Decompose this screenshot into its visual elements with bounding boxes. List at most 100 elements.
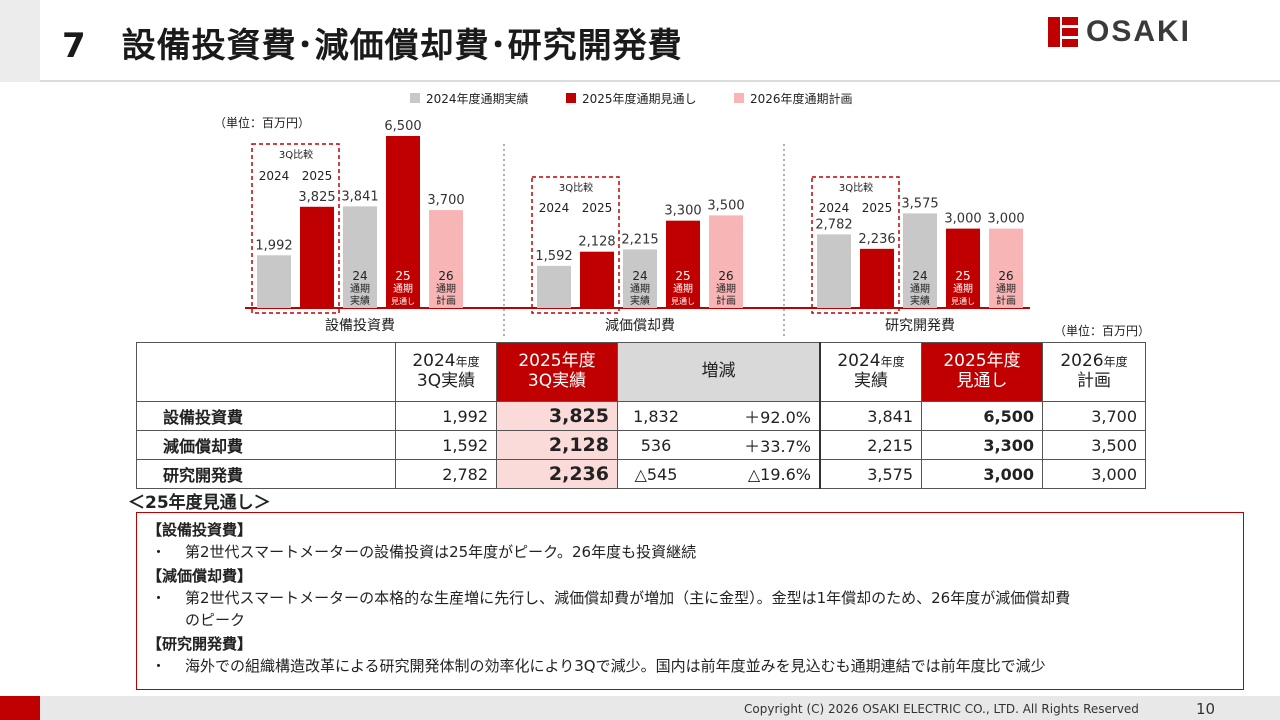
bar-fy2025: [666, 220, 700, 308]
bar-fy2024: [623, 249, 657, 308]
section-body-rnd: ・ 海外での組織構造改革による研究開発体制の効率化により3Qで減少。国内は前年度…: [147, 655, 1233, 677]
row-label: 減価償却費: [136, 430, 396, 460]
legend-swatch: [734, 93, 744, 103]
cell-fy2026: 3,000: [1042, 459, 1146, 489]
table-row: 減価償却費 1,592 2,128 536 ＋33.7% 2,215 3,300…: [136, 430, 1146, 460]
cell-diff: 536: [616, 430, 702, 460]
logo-text: OSAKI: [1086, 15, 1192, 48]
cell-fy2025: 6,500: [921, 401, 1043, 431]
legend-label: 2024年度通期実績: [426, 91, 529, 106]
osaki-logo-icon: [1048, 17, 1078, 47]
section-head-capex: 【設備投資費】: [147, 521, 253, 539]
compare-box: [531, 176, 620, 314]
data-label: 3,700: [427, 193, 464, 208]
page-number: 10: [1196, 700, 1216, 718]
group-label: 設備投資費: [325, 318, 395, 334]
footer-accent: [0, 696, 40, 720]
bar-q3_2024: [817, 234, 851, 308]
bar-q3_2025: [580, 251, 614, 308]
cell-fy2026: 3,500: [1042, 430, 1146, 460]
bar-fy2026: [989, 228, 1023, 308]
compare-box: [811, 176, 900, 314]
cell-diff: 1,832: [616, 401, 702, 431]
bar-inner-label: 通期: [910, 283, 930, 295]
data-label: 3,300: [664, 204, 701, 219]
data-label: 6,500: [384, 119, 421, 134]
bar-inner-label: 実績: [350, 294, 370, 307]
compare-year-2024: 2024: [259, 169, 290, 183]
data-label: 2,128: [578, 235, 615, 250]
header-blank: [136, 342, 396, 402]
table-row: 研究開発費 2,782 2,236 △545 △19.6% 3,575 3,00…: [136, 459, 1146, 489]
bar-fy2024: [343, 206, 377, 308]
table-row: 設備投資費 1,992 3,825 1,832 ＋92.0% 3,841 6,5…: [136, 401, 1146, 431]
bar-inner-label: 見通し: [671, 296, 695, 306]
compare-year-2024: 2024: [539, 201, 570, 215]
bar-inner-label: 24: [632, 269, 647, 283]
data-label: 3,500: [707, 198, 744, 213]
header-fy2025: 2025年度 見通し: [921, 342, 1043, 402]
header-fy2026: 2026年度 計画: [1042, 342, 1146, 402]
cell-fy2024: 3,575: [819, 459, 922, 489]
bar-inner-label: 見通し: [391, 296, 415, 306]
bar-inner-label: 通期: [436, 283, 456, 295]
bar-inner-label: 25: [955, 269, 970, 283]
compare-year-2024: 2024: [819, 201, 850, 215]
cell-q3-2024: 1,592: [395, 430, 497, 460]
compare-label: 3Q比較: [559, 181, 593, 194]
compare-year-2025: 2025: [862, 201, 893, 215]
bar-q3_2024: [537, 265, 571, 308]
data-label: 3,841: [341, 189, 378, 204]
bar-inner-label: 26: [998, 269, 1013, 283]
bar-fy2025: [946, 228, 980, 308]
cell-fy2026: 3,700: [1042, 401, 1146, 431]
bullet: ・: [151, 543, 167, 561]
legend-swatch: [410, 93, 420, 103]
bar-inner-label: 通期: [393, 283, 413, 295]
bar-inner-label: 見通し: [951, 296, 975, 306]
compare-year-2025: 2025: [302, 169, 333, 183]
row-label: 設備投資費: [136, 401, 396, 431]
bar-q3_2024: [257, 255, 291, 308]
header-fy2024: 2024年度 実績: [819, 342, 922, 402]
legend-label: 2026年度通期計画: [750, 91, 853, 106]
header-q3-2024: 2024年度 3Q実績: [395, 342, 497, 402]
bar-inner-label: 通期: [630, 283, 650, 295]
bar-fy2025: [386, 136, 420, 308]
copyright: Copyright (C) 2026 OSAKI ELECTRIC CO., L…: [744, 702, 1139, 716]
cell-pct: △19.6%: [701, 459, 821, 489]
body-line: 海外での組織構造改革による研究開発体制の効率化により3Qで減少。国内は前年度並み…: [185, 657, 1046, 675]
chart-legend: 2024年度通期実績 2025年度通期見通し 2026年度通期計画: [410, 91, 853, 106]
header-q3-2025: 2025年度 3Q実績: [496, 342, 618, 402]
bar-fy2024: [903, 213, 937, 308]
data-label: 2,782: [815, 217, 852, 232]
cell-q3-2025: 3,825: [496, 401, 618, 431]
bar-inner-label: 実績: [630, 294, 650, 307]
company-logo: OSAKI: [1048, 14, 1191, 50]
summary-table: 2024年度 3Q実績 2025年度 3Q実績 増減 2024年度 実績 2025年度…: [136, 342, 1146, 489]
bar-inner-label: 通期: [716, 283, 736, 295]
body-line: 第2世代スマートメーターの設備投資は25年度がピーク。26年度も投資継続: [185, 543, 697, 561]
bar-inner-label: 26: [438, 269, 453, 283]
cell-diff: △545: [616, 459, 702, 489]
data-label: 2,215: [621, 232, 658, 247]
row-label: 研究開発費: [136, 459, 396, 489]
bar-q3_2025: [860, 248, 894, 308]
table-unit-label: （単位：百万円）: [1054, 324, 1151, 338]
bar-inner-label: 通期: [953, 283, 973, 295]
section-body-depreciation: ・ 第2世代スマートメーターの本格的な生産増に先行し、減価償却費が増加（主に金型…: [147, 587, 1233, 631]
page-title: 7 設備投資費･減価償却費･研究開発費: [62, 26, 683, 66]
bullet: ・: [151, 657, 167, 675]
bar-chart: 2024年度通期実績 2025年度通期見通し 2026年度通期計画 （単位：百万円）…: [214, 91, 1030, 336]
group-label: 減価償却費: [605, 317, 675, 334]
bar-fy2026: [429, 210, 463, 308]
header-divider: [40, 80, 1280, 82]
section-head-depreciation: 【減価償却費】: [147, 567, 253, 585]
chart-unit-label: （単位：百万円）: [214, 115, 310, 130]
bar-inner-label: 24: [352, 269, 367, 283]
cell-fy2024: 3,841: [819, 401, 922, 431]
cell-fy2025: 3,000: [921, 459, 1043, 489]
table-header-row: 2024年度 3Q実績 2025年度 3Q実績 増減 2024年度 実績 2025年度…: [136, 342, 1146, 402]
bar-inner-label: 通期: [996, 283, 1016, 295]
outlook-title: ＜25年度見通し＞: [128, 493, 271, 513]
